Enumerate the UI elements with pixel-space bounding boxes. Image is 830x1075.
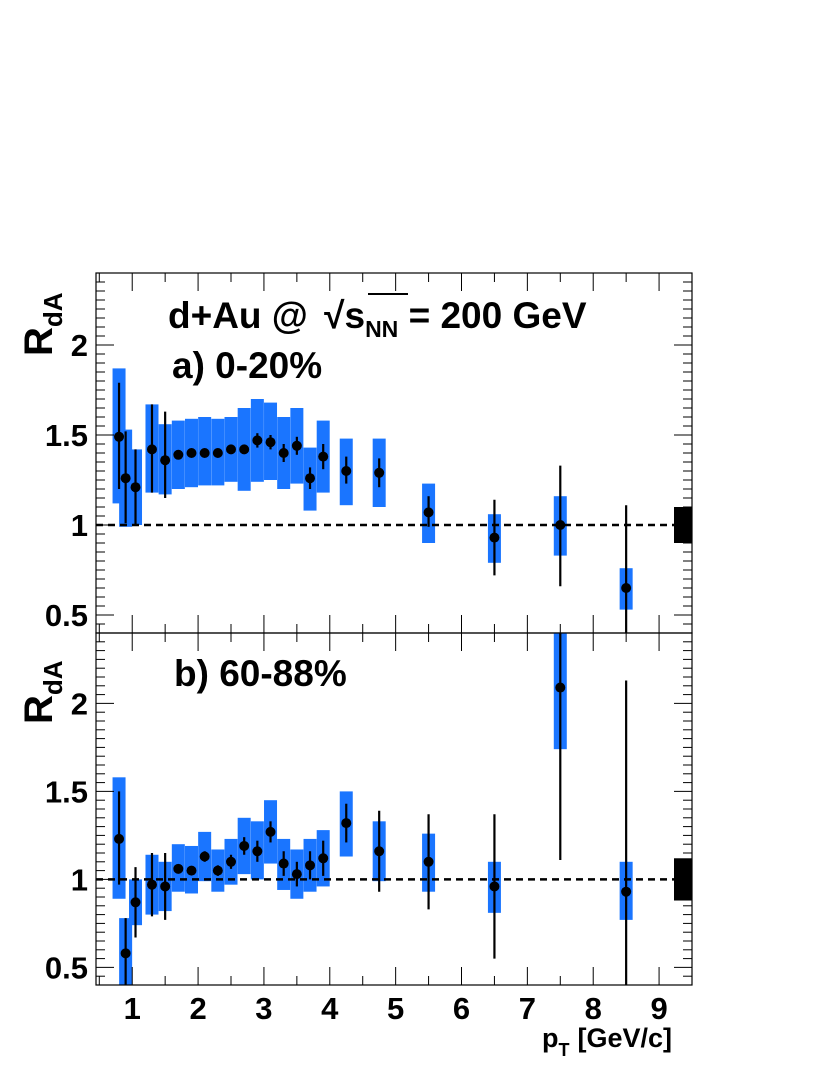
y-tick-label: 2 — [71, 328, 88, 363]
y-tick-label: 1 — [71, 508, 88, 543]
data-point-9 — [226, 856, 237, 867]
panel-b-ticks — [96, 632, 692, 985]
data-point-16 — [318, 451, 329, 462]
data-point-21 — [555, 520, 566, 530]
data-point-17 — [341, 466, 352, 476]
data-point-4 — [160, 881, 171, 892]
data-point-2 — [130, 482, 141, 493]
x-tick-labels: 1 2 3 4 5 6 7 8 9 — [124, 991, 668, 1026]
data-point-20 — [489, 532, 500, 543]
data-point-4 — [160, 455, 171, 466]
svg-text:RdA: RdA — [17, 660, 68, 724]
data-point-21 — [555, 682, 566, 693]
x-tick-label: 9 — [650, 991, 667, 1026]
data-point-12 — [265, 826, 276, 837]
data-point-13 — [278, 858, 289, 869]
panel-a-subtitle: a) 0-20% — [172, 345, 322, 386]
data-point-9 — [226, 444, 237, 455]
data-point-0 — [114, 833, 125, 844]
y-tick-label: 2 — [71, 686, 88, 721]
data-point-8 — [212, 448, 223, 458]
data-point-22 — [621, 583, 632, 593]
data-point-7 — [199, 448, 210, 458]
panel-b-y-label: RdA — [17, 660, 68, 724]
data-point-5 — [173, 449, 184, 460]
x-axis-label: pT [GeV/c] — [542, 1023, 672, 1060]
data-point-14 — [291, 440, 302, 451]
data-point-6 — [186, 865, 197, 876]
x-tick-label: 6 — [453, 991, 470, 1026]
x-tick-label: 5 — [387, 991, 404, 1026]
data-point-5 — [173, 863, 184, 874]
data-point-10 — [239, 444, 250, 455]
data-point-17 — [341, 818, 352, 829]
data-point-19 — [423, 856, 434, 867]
data-point-12 — [265, 437, 276, 448]
x-tick-label: 4 — [321, 991, 339, 1026]
panel-b-y-tick-labels: 0.5 1 1.5 2 — [45, 686, 88, 985]
data-point-19 — [423, 507, 434, 518]
data-point-3 — [146, 444, 157, 455]
data-point-1 — [120, 473, 131, 484]
data-point-18 — [374, 846, 385, 857]
x-tick-label: 8 — [585, 991, 602, 1026]
data-point-16 — [318, 853, 329, 864]
data-point-11 — [252, 435, 263, 446]
y-tick-label: 1 — [71, 862, 88, 897]
data-point-7 — [199, 851, 210, 862]
x-tick-label: 3 — [255, 991, 272, 1026]
data-point-11 — [252, 846, 263, 857]
data-point-1 — [120, 948, 131, 959]
data-point-15 — [305, 473, 316, 484]
panel-a-y-label: RdA — [17, 292, 68, 356]
y-tick-label: 1.5 — [45, 418, 88, 453]
data-point-14 — [291, 869, 302, 880]
panel-b-frame — [95, 632, 693, 986]
data-point-3 — [146, 879, 157, 890]
svg-text:RdA: RdA — [17, 292, 68, 356]
y-tick-label: 0.5 — [45, 950, 88, 985]
data-point-6 — [186, 448, 197, 458]
data-point-10 — [239, 840, 250, 851]
panel-a-markers — [114, 431, 632, 593]
data-point-18 — [374, 467, 385, 478]
panel-a-y-tick-labels: 0.5 1 1.5 2 — [45, 328, 88, 633]
x-tick-label: 1 — [124, 991, 141, 1026]
x-tick-label: 2 — [189, 991, 206, 1026]
panel-a-0-20: 0.511.52 d+Au @ √sNN = 200 GeV a) 0-20% … — [17, 272, 693, 634]
data-point-2 — [130, 897, 141, 908]
data-point-8 — [212, 865, 223, 876]
data-point-20 — [489, 881, 500, 892]
data-point-22 — [621, 886, 632, 897]
panel-a-systematic-bands — [112, 368, 633, 610]
panel-b-subtitle: b) 60-88% — [174, 653, 347, 694]
panel-a-title-line: d+Au @ √sNN = 200 GeV — [168, 295, 587, 342]
y-tick-label: 1.5 — [45, 774, 88, 809]
data-point-15 — [305, 860, 316, 871]
data-point-13 — [278, 448, 289, 458]
panel-b-markers — [114, 682, 632, 959]
data-point-0 — [114, 431, 125, 442]
y-tick-label: 0.5 — [45, 598, 88, 633]
x-tick-label: 7 — [519, 991, 536, 1026]
panel-b-60-88: 0.5 1 1.5 2 1 2 3 4 5 6 7 8 9 b) 60-88% RdA pT [GeV/… — [17, 632, 693, 1060]
